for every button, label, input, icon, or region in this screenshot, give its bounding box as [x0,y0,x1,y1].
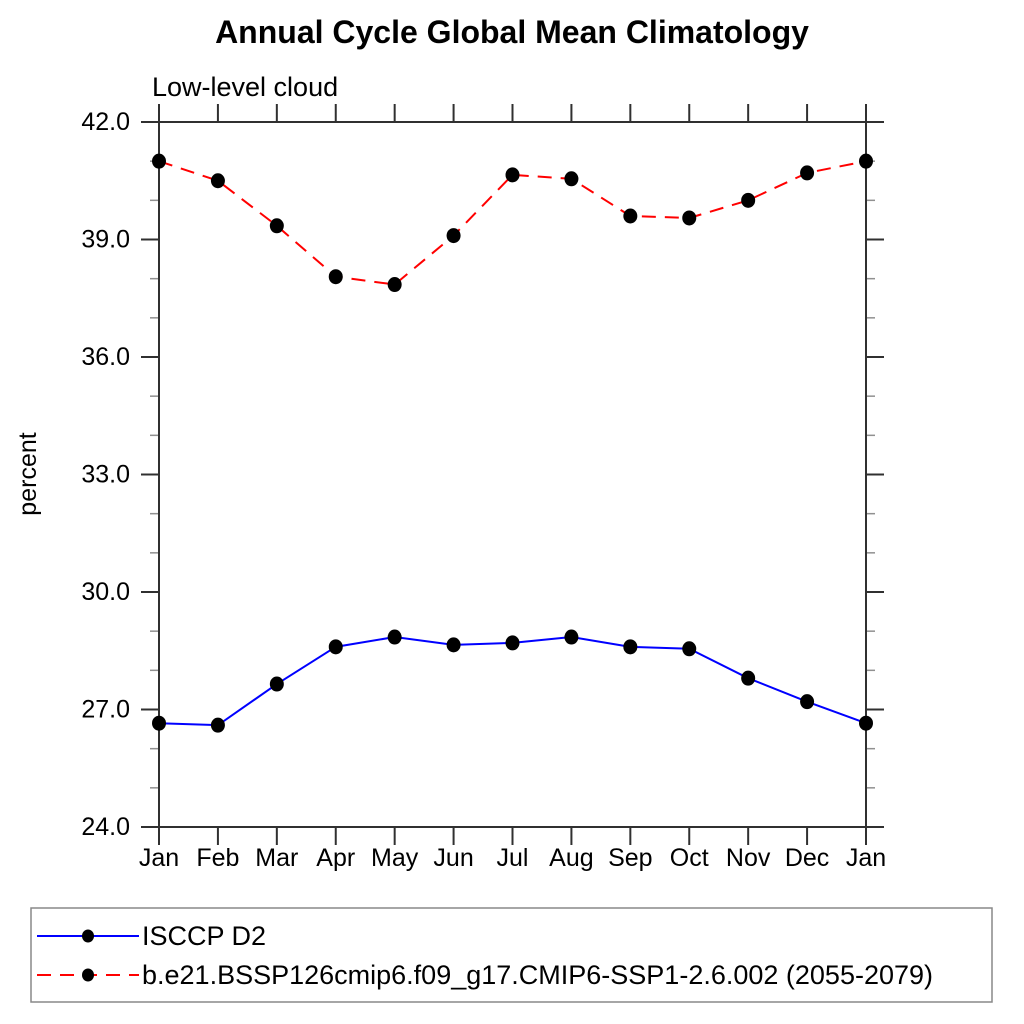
data-point-marker [741,192,756,208]
chart-subtitle: Low-level cloud [152,72,339,102]
data-point-marker [152,715,166,731]
data-point-marker [741,670,756,686]
data-point-marker [152,153,166,169]
data-point-marker [505,167,520,183]
data-point-marker [328,639,343,655]
data-point-marker [564,171,579,187]
data-point-marker [859,715,873,731]
data-point-marker [505,635,520,651]
y-tick-label: 36.0 [81,343,130,371]
chart-title: Annual Cycle Global Mean Climatology [215,14,809,50]
legend-marker [82,929,94,943]
x-tick-label: Jun [433,844,473,872]
x-tick-label: Jan [139,844,179,872]
data-point-marker [682,641,697,657]
data-point-marker [269,218,284,234]
y-axis-title: percent [14,432,42,515]
series-layer [152,153,873,733]
y-tick-label: 27.0 [81,696,130,724]
axis-ticks-layer: Jan Feb Mar Apr May Jun Jul Aug Sep Oct Nov Dec Jan 2… [81,104,886,872]
x-tick-label: Jul [497,844,529,872]
legend: ISCCP D2 b.e21.BSSP126cmip6.f09_g17.CMIP6… [30,907,993,1003]
y-tick-label: 39.0 [81,226,130,254]
data-point-marker [859,153,873,169]
x-tick-label: Dec [785,844,829,872]
x-tick-label: Apr [316,844,355,872]
legend-marker [82,968,94,982]
legend-row: b.e21.BSSP126cmip6.f09_g17.CMIP6-SSP1-2.… [37,960,933,990]
x-tick-label: Feb [196,844,239,872]
legend-label: b.e21.BSSP126cmip6.f09_g17.CMIP6-SSP1-2.… [142,960,933,990]
x-tick-label: Nov [726,844,771,872]
data-point-marker [800,694,815,710]
x-tick-label: Mar [255,844,298,872]
data-point-marker [682,210,697,226]
data-point-marker [269,676,284,692]
x-tick-label: May [371,844,419,872]
legend-label: ISCCP D2 [142,921,266,951]
data-point-marker [387,629,402,645]
data-point-marker [564,629,579,645]
x-tick-label: Jan [846,844,886,872]
y-tick-label: 33.0 [81,461,130,489]
data-point-marker [446,637,461,653]
legend-row: ISCCP D2 [37,921,266,951]
data-point-marker [800,165,815,181]
y-tick-label: 24.0 [81,813,130,841]
legend-box [30,907,993,1003]
data-point-marker [210,717,225,733]
data-point-marker [328,269,343,285]
data-point-marker [623,639,638,655]
data-point-marker [210,173,225,189]
y-tick-label: 42.0 [81,108,130,136]
y-tick-label: 30.0 [81,578,130,606]
data-point-marker [623,208,638,224]
x-tick-label: Sep [608,844,652,872]
data-point-marker [446,228,461,244]
plot-frame [158,121,867,828]
x-tick-label: Aug [549,844,593,872]
data-point-marker [387,277,402,293]
x-tick-label: Oct [670,844,709,872]
